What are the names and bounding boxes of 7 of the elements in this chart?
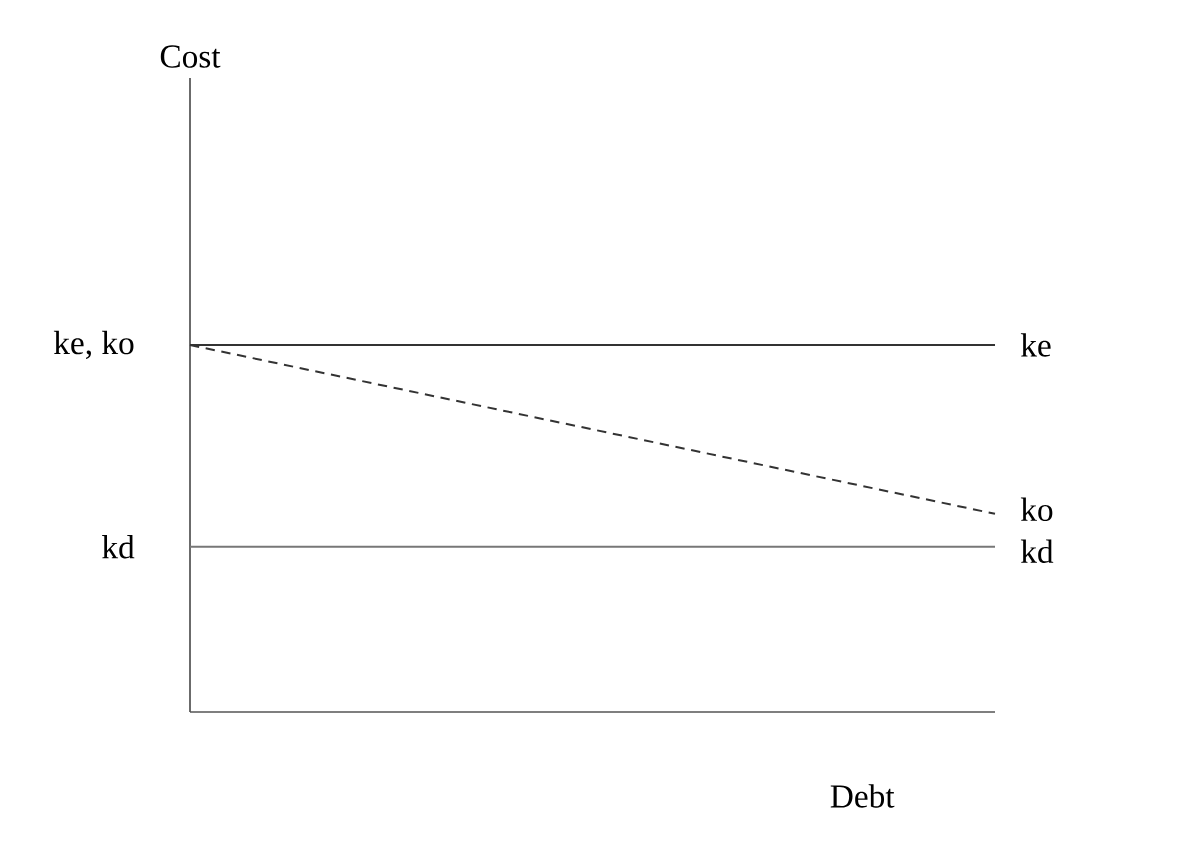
annotation: kd: [102, 535, 135, 559]
text: Cost: [160, 45, 221, 68]
series-label: ke: [1020, 333, 1051, 357]
annotation: ke, ko: [53, 330, 134, 360]
series-label: kd: [1020, 539, 1054, 564]
series-label: ko: [1020, 497, 1053, 522]
x-axis-title: Debt: [830, 784, 895, 808]
